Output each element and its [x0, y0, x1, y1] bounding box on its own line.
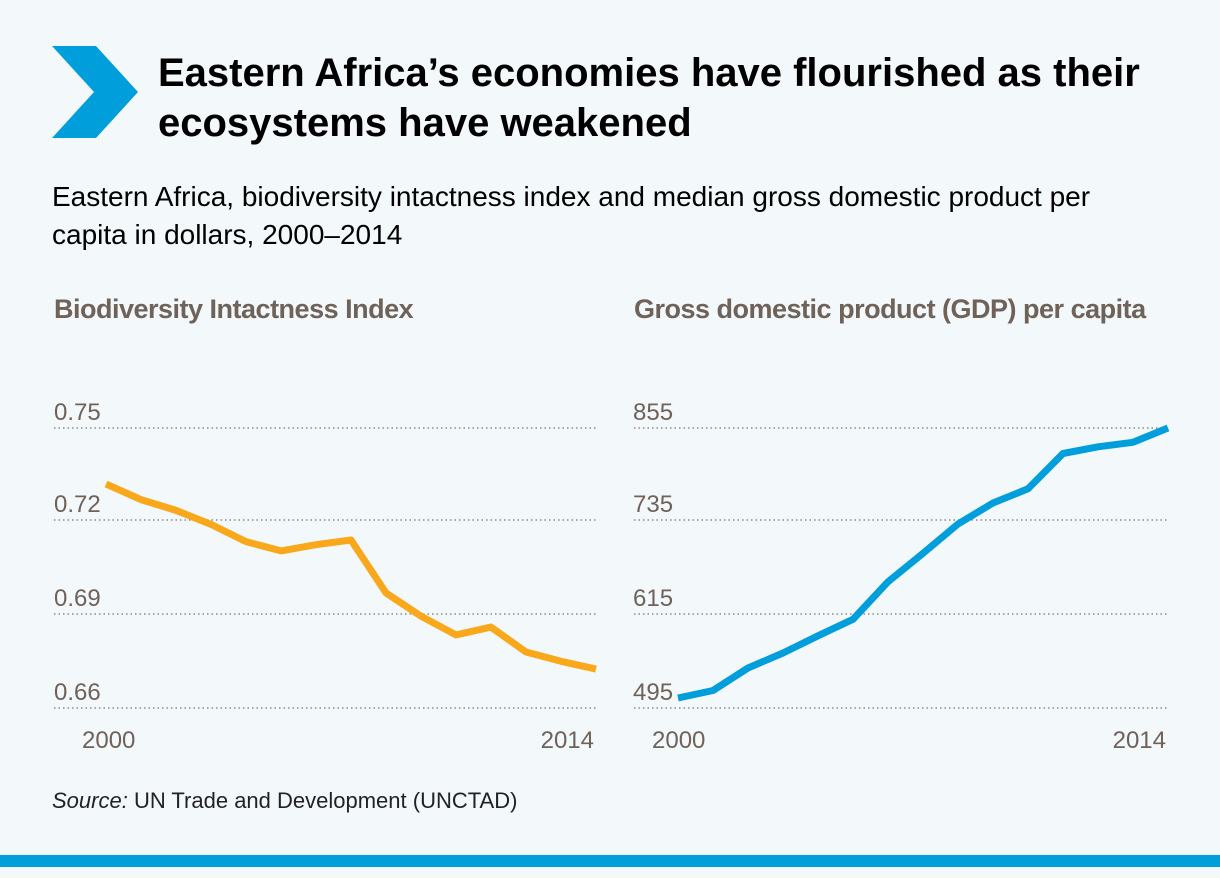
- source-note: Source: UN Trade and Development (UNCTAD…: [52, 788, 517, 814]
- gdp-line-chart: 855 735 615 495 2000 2014: [633, 399, 1170, 754]
- gdp-y-tick-label: 495: [633, 679, 673, 706]
- chevron-right-icon: [52, 46, 138, 138]
- source-label: Source:: [52, 788, 128, 813]
- bii-y-tick-label: 0.72: [54, 491, 101, 518]
- left-panel-title: Biodiversity Intactness Index: [54, 294, 414, 324]
- gdp-series-line: [677, 424, 1170, 702]
- gdp-y-tick-label: 855: [633, 399, 673, 426]
- right-panel-title: Gross domestic product (GDP) per capita: [634, 294, 1146, 324]
- bii-y-tick-label: 0.75: [54, 399, 101, 426]
- gdp-x-tick-label: 2014: [1113, 727, 1166, 754]
- source-text: UN Trade and Development (UNCTAD): [127, 788, 518, 813]
- gdp-x-tick-label: 2000: [652, 727, 705, 754]
- bii-x-tick-label: 2000: [82, 727, 135, 754]
- gdp-y-tick-label: 735: [633, 491, 673, 518]
- bottom-accent-bar: [0, 855, 1220, 867]
- page-title: Eastern Africa’s economies have flourish…: [158, 51, 1140, 145]
- bii-y-tick-label: 0.69: [54, 585, 101, 612]
- bii-y-tick-label: 0.66: [54, 679, 101, 706]
- chart-subtitle: Eastern Africa, biodiversity intactness …: [52, 181, 1091, 250]
- biodiversity-line-chart: 0.75 0.72 0.69 0.66 2000 2014: [54, 399, 597, 754]
- bii-x-tick-label: 2014: [541, 727, 594, 754]
- gdp-y-tick-label: 615: [633, 585, 673, 612]
